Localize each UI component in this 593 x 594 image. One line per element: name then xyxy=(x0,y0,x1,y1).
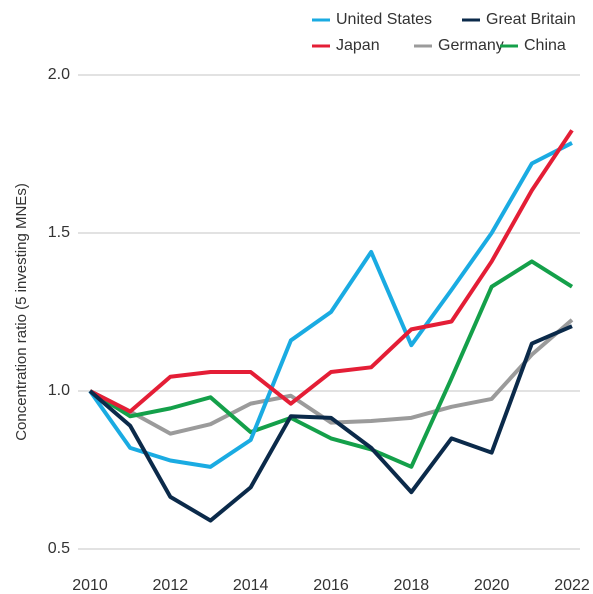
x-tick-label: 2014 xyxy=(233,577,269,594)
legend-label: China xyxy=(524,37,566,54)
x-tick-label: 2012 xyxy=(153,577,189,594)
y-tick-label: 1.0 xyxy=(48,382,70,399)
x-tick-label: 2022 xyxy=(554,577,590,594)
x-tick-label: 2020 xyxy=(474,577,510,594)
legend-label: Great Britain xyxy=(486,11,576,28)
legend-label: United States xyxy=(336,11,432,28)
x-tick-label: 2018 xyxy=(394,577,430,594)
series-line xyxy=(89,318,574,436)
series-line xyxy=(88,141,573,469)
series-line xyxy=(89,129,574,414)
x-tick-label: 2010 xyxy=(72,577,108,594)
legend-label: Japan xyxy=(336,37,380,54)
y-tick-label: 1.5 xyxy=(48,224,70,241)
y-axis-label: Concentration ratio (5 investing MNEs) xyxy=(13,183,30,441)
y-tick-label: 2.0 xyxy=(48,66,70,83)
y-tick-label: 0.5 xyxy=(48,540,70,557)
series-line xyxy=(88,324,573,523)
x-tick-label: 2016 xyxy=(313,577,349,594)
series-line xyxy=(88,259,574,469)
legend-label: Germany xyxy=(438,37,504,54)
